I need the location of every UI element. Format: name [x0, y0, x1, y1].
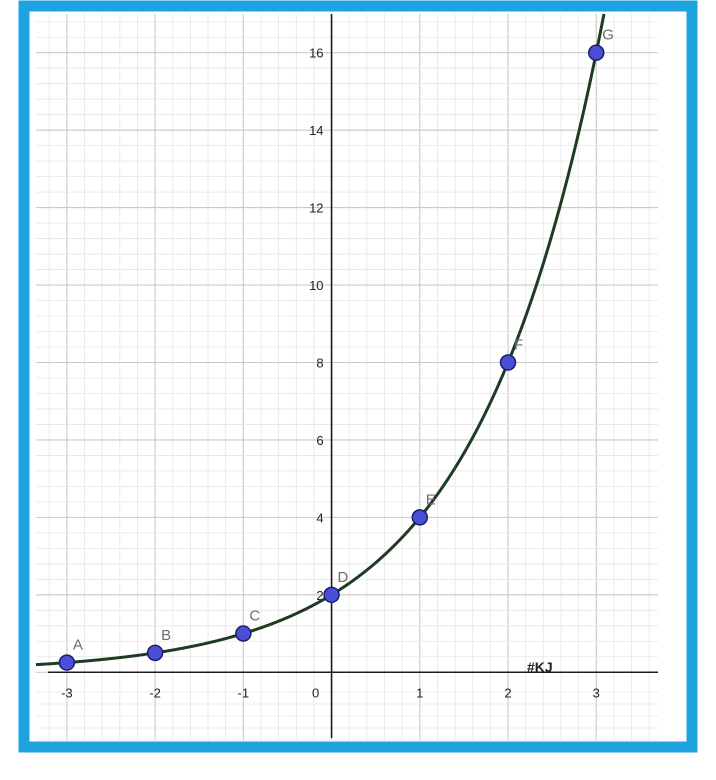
y-tick-label: 10: [309, 278, 323, 293]
x-tick-label: 3: [593, 685, 600, 700]
point-label-e: E: [426, 491, 436, 508]
x-tick-label: -2: [149, 685, 161, 700]
point-e: [411, 509, 429, 526]
x-tick-label: -1: [238, 685, 250, 700]
point-b: [146, 644, 164, 662]
point-c: [235, 625, 252, 642]
point-label-d: D: [338, 569, 349, 586]
point-label-c: C: [249, 608, 260, 625]
y-tick-label: 12: [309, 201, 323, 216]
y-tick-label: 8: [316, 355, 323, 370]
x-tick-label: 0: [312, 685, 319, 700]
watermark-label: #KJ: [527, 659, 553, 675]
point-label-b: B: [161, 627, 171, 644]
y-tick-label: 14: [309, 123, 323, 138]
point-g: [587, 44, 605, 61]
y-tick-label: 4: [316, 510, 323, 525]
point-f: [499, 354, 517, 371]
x-tick-label: 2: [504, 685, 511, 700]
frame-border: [18, 0, 698, 753]
x-tick-label: -3: [61, 685, 73, 700]
point-label-a: A: [73, 637, 83, 654]
point-a: [58, 654, 76, 671]
point-label-f: F: [514, 336, 523, 353]
point-label-g: G: [602, 27, 614, 44]
point-d: [323, 586, 340, 604]
y-tick-label: 16: [309, 46, 323, 61]
y-tick-label: 2: [316, 588, 323, 603]
y-tick-label: 6: [316, 433, 323, 448]
data-points: A B C D E F G: [58, 27, 614, 671]
x-tick-label: 1: [416, 685, 423, 700]
axes: [48, 14, 658, 738]
